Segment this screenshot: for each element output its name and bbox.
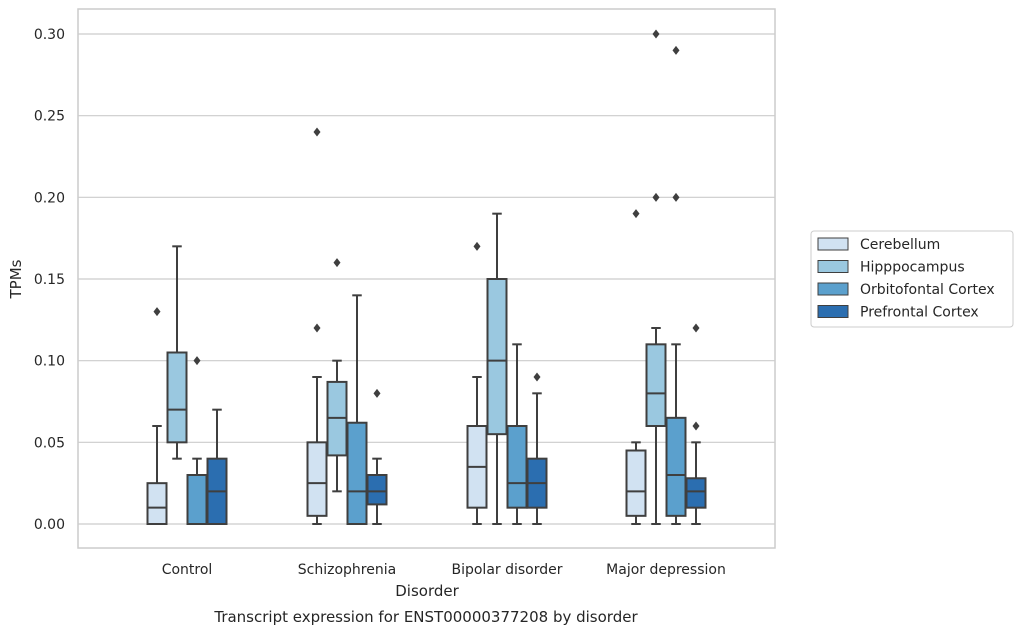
- box-iqr: [685, 477, 707, 509]
- x-tick-labels: Control Schizophrenia Bipolar disorder Majo…: [162, 562, 726, 578]
- box-orbitofontal-cortex: [506, 343, 528, 525]
- box-cerebellum: [466, 241, 488, 525]
- box-hipppocampus: [645, 29, 667, 525]
- outlier-point: [692, 323, 700, 333]
- outlier-point: [632, 209, 640, 219]
- box-iqr: [506, 425, 528, 509]
- x-tick-label: Control: [162, 562, 213, 578]
- outlier-point: [373, 388, 381, 398]
- x-tick-label: Schizophrenia: [298, 562, 396, 578]
- outlier-point: [672, 45, 680, 55]
- box-prefrontal-cortex: [366, 388, 388, 525]
- box-iqr: [186, 474, 208, 525]
- outlier-point: [153, 307, 161, 317]
- box-orbitofontal-cortex: [186, 356, 208, 525]
- box-iqr: [346, 421, 368, 526]
- box-hipppocampus: [166, 245, 188, 460]
- box-iqr: [665, 416, 687, 517]
- legend-swatch: [817, 282, 849, 296]
- box-iqr: [166, 351, 188, 444]
- y-tick-label: 0.20: [34, 190, 65, 206]
- y-tick-label: 0.30: [34, 27, 65, 43]
- boxes-layer: [146, 29, 707, 526]
- outlier-point: [313, 127, 321, 137]
- box-iqr: [306, 441, 328, 517]
- legend-swatch: [817, 305, 849, 318]
- outlier-point: [692, 421, 700, 431]
- box-prefrontal-cortex: [685, 323, 707, 525]
- box-prefrontal-cortex: [206, 408, 228, 525]
- box-orbitofontal-cortex: [665, 45, 687, 525]
- legend-swatch: [817, 237, 849, 251]
- x-tick-label: Bipolar disorder: [451, 562, 562, 578]
- legend-label: Orbitofontal Cortex: [860, 282, 995, 298]
- y-tick-labels: 0.00 0.05 0.10 0.15 0.20 0.25 0.30: [34, 27, 65, 533]
- outlier-point: [672, 192, 680, 202]
- box-hipppocampus: [326, 258, 348, 493]
- box-cerebellum: [306, 127, 328, 525]
- outlier-point: [193, 356, 201, 366]
- outlier-point: [313, 323, 321, 333]
- outlier-point: [652, 29, 660, 39]
- box-iqr: [486, 278, 508, 436]
- legend-label: Hipppocampus: [860, 260, 965, 276]
- y-tick-label: 0.05: [34, 435, 65, 451]
- box-iqr: [146, 482, 168, 525]
- legend-frame: [810, 230, 1014, 328]
- outlier-point: [533, 372, 541, 382]
- box-iqr: [366, 474, 388, 506]
- legend-label: Prefrontal Cortex: [860, 305, 979, 321]
- box-cerebellum: [625, 209, 647, 525]
- y-axis-title: TPMs: [7, 259, 25, 299]
- box-iqr: [645, 343, 667, 428]
- legend-swatch: [817, 260, 849, 273]
- y-tick-label: 0.10: [34, 354, 65, 370]
- outlier-point: [652, 192, 660, 202]
- x-tick-label: Major depression: [606, 562, 726, 578]
- box-prefrontal-cortex: [526, 372, 548, 525]
- box-iqr: [625, 449, 647, 517]
- x-axis-title: Disorder: [395, 582, 459, 600]
- y-tick-label: 0.15: [34, 272, 65, 288]
- outlier-point: [333, 258, 341, 268]
- box-cerebellum: [146, 307, 168, 525]
- box-hipppocampus: [486, 212, 508, 525]
- legend: Cerebellum Hipppocampus Orbitofontal Corte…: [810, 230, 1014, 328]
- outlier-point: [473, 241, 481, 251]
- y-tick-label: 0.25: [34, 109, 65, 125]
- chart-caption: Transcript expression for ENST0000037720…: [213, 608, 638, 626]
- plot-frame: [77, 8, 776, 549]
- box-orbitofontal-cortex: [346, 294, 368, 526]
- y-tick-label: 0.00: [34, 517, 65, 533]
- legend-label: Cerebellum: [860, 237, 940, 253]
